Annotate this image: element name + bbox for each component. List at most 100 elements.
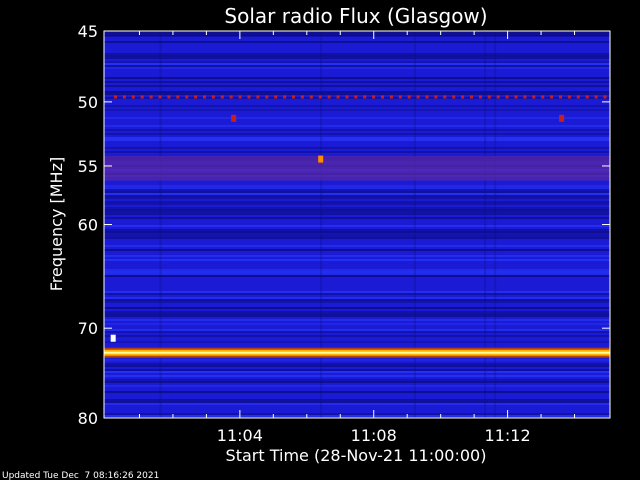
spectrum-top-edge [104,31,610,36]
y-tick-label: 45 [78,22,98,41]
interference-dot [487,95,491,99]
spectrum-stripe [104,255,610,257]
interference-dot [167,95,171,99]
interference-dot [229,95,233,99]
spectrum-stripe [104,415,610,417]
interference-dot [309,95,313,99]
strong-band-core [104,351,610,354]
spectrum-stripe [104,273,610,275]
spectrum-stripe [104,189,610,191]
spectrum-stripe [104,259,610,261]
interference-dot [363,95,367,99]
spectrum-stripe [104,375,610,377]
interference-dot [372,95,376,99]
spectrum-stripe [104,147,610,149]
interference-dot [559,95,562,99]
interference-dot [140,95,144,99]
interference-dot [131,95,135,99]
spectrum-stripe [104,213,610,215]
interference-dot [292,95,295,99]
y-axis: 45 50 55 60 70 80 [78,22,610,428]
interference-dot [176,95,180,99]
spectrum-stripe [104,139,610,141]
spectrum-stripe [104,55,610,57]
spectrum-stripe [104,379,610,381]
interference-dot [274,95,278,99]
interference-dot [478,95,482,99]
spectrum-stripe [104,391,610,393]
x-tick-label: 11:08 [351,426,397,445]
spectrum-stripe [104,365,610,367]
spectrum-stripe [104,151,610,153]
spectrum-stripe [104,133,610,135]
spectrum-stripe [104,271,610,273]
interference-dot [203,95,206,99]
footer-updated: Updated Tue Dec 7 08:16:26 2021 [2,471,159,480]
interference-dot [541,95,545,99]
spectrum-stripe [104,307,610,309]
spectrum-stripe [104,109,610,111]
interference-dot [300,95,304,99]
spectrum-stripe [104,311,610,313]
spectrum-stripe [104,249,610,251]
x-axis-label: Start Time (28-Nov-21 11:00:00) [226,446,487,465]
interference-dot [158,95,162,99]
spectrum-stripe [104,371,610,373]
spectrum-stripe [104,335,610,337]
y-tick-label: 55 [78,157,98,176]
interference-dot [603,95,607,99]
interference-dot [470,95,473,99]
spectrum-stripe [104,269,610,271]
interference-dot [381,95,384,99]
interference-dot [514,95,518,99]
interference-dot [220,95,224,99]
spectrum-stripe [104,197,610,199]
spectrum-stripe [104,85,610,87]
spectrum-stripe [104,41,610,43]
interference-dot [327,95,331,99]
interference-dot [523,95,527,99]
interference-dot [461,95,465,99]
interference-dot [416,95,420,99]
interference-column [413,31,416,418]
spectrum-stripe [104,187,610,189]
spectrum-stripe [104,195,610,197]
y-tick-label: 60 [78,216,98,235]
spectrum-stripe [104,297,610,299]
spectrum-stripe [104,313,610,315]
interference-dot [452,95,456,99]
spectrum-stripe [104,81,610,83]
spectrum-stripe [104,63,610,65]
plot-area [104,31,610,418]
interference-column [320,31,323,418]
spectrum-stripe [104,235,610,237]
spectrum-stripe [104,403,610,405]
interference-dot [345,95,349,99]
reddish-band [104,156,610,181]
spectrum-stripe [104,381,610,383]
interference-dot [354,95,358,99]
spectrum-stripe [104,105,610,107]
signal-spot [318,155,324,163]
signal-spot [231,114,237,122]
spectrum-stripe [104,53,610,55]
x-tick-label: 11:12 [485,426,531,445]
interference-dot [585,95,589,99]
y-tick-label: 80 [78,409,98,428]
interference-dot [398,95,402,99]
spectrum-stripe [104,363,610,365]
spectrum-stripe [104,237,610,239]
interference-dot [496,95,500,99]
interference-column [484,31,487,418]
interference-dot [594,95,598,99]
y-tick-label: 50 [78,93,98,112]
interference-dot [532,95,536,99]
interference-dot [434,95,438,99]
spectrum-stripe [104,359,610,361]
spectrum-stripe [104,67,610,69]
spectrum-stripe [104,413,610,415]
signal-spot [110,334,116,342]
x-axis: 11:04 11:08 11:12 [138,31,576,445]
interference-dot [505,95,509,99]
